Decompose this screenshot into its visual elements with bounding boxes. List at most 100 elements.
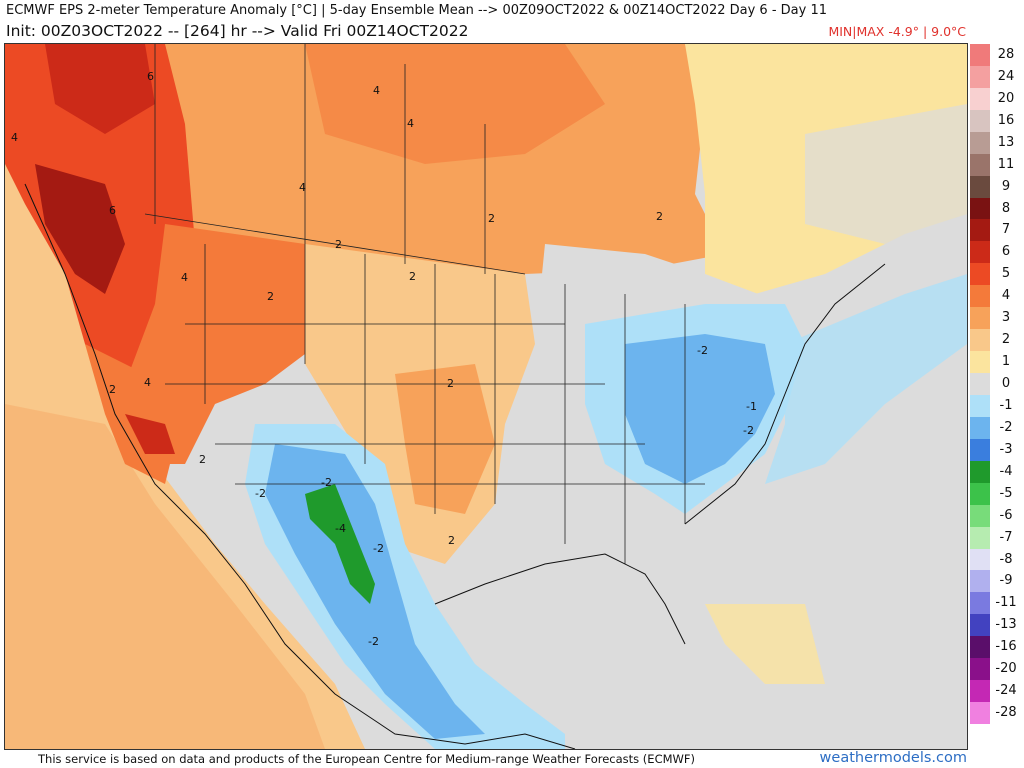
contour-label: 4 <box>144 376 151 389</box>
min-max-readout: MIN|MAX -4.9° | 9.0°C <box>828 24 966 39</box>
contour-label: 2 <box>488 212 495 225</box>
color-swatch <box>970 636 990 659</box>
color-scale-label: 20 <box>997 90 1015 106</box>
color-scale-label: 28 <box>997 47 1015 62</box>
color-scale-label: -3 <box>999 441 1013 457</box>
contour-label: 2 <box>409 270 416 283</box>
color-swatch <box>970 702 990 724</box>
gulf-coastline <box>434 553 686 645</box>
contour-label: 6 <box>147 70 154 83</box>
color-swatch <box>970 65 990 88</box>
political-borders <box>144 44 705 564</box>
color-swatch <box>970 307 990 330</box>
color-swatch <box>970 438 990 461</box>
color-swatch <box>970 87 990 110</box>
color-scale-label: -28 <box>995 705 1017 721</box>
color-scale-legend: 28 24 20 16 13 11 9 8 7 6 5 4 3 2 1 0 -1 -2 -3 -4 -5 -6 -7 -8 -9… <box>970 44 1020 724</box>
color-swatch <box>970 394 990 417</box>
color-swatch <box>970 460 990 483</box>
bc-hotspot <box>45 44 155 134</box>
contour-label: 2 <box>199 453 206 466</box>
color-scale-label: -5 <box>999 485 1013 501</box>
color-swatch <box>970 175 990 198</box>
pacific-warmer-patch <box>5 404 325 749</box>
mid-atlantic-cold <box>625 334 775 484</box>
color-scale-label: 11 <box>997 156 1015 172</box>
color-scale-label: 4 <box>1001 288 1011 304</box>
color-swatch <box>970 351 990 374</box>
canada-warmer-patch <box>305 44 605 164</box>
color-scale-label: -2 <box>999 419 1013 435</box>
color-swatch <box>970 504 990 527</box>
contour-label: 4 <box>407 117 414 130</box>
anomaly-map[interactable]: 6 4 4 4 4 6 2 2 2 4 2 2 4 2 2 2 -2 -2 -1… <box>4 43 968 750</box>
color-swatch <box>970 109 990 132</box>
color-scale-label: 13 <box>997 134 1015 150</box>
contour-label: -2 <box>743 424 754 437</box>
atlantic-coastline <box>684 263 886 525</box>
cascades-hotspot <box>35 164 125 294</box>
color-swatch <box>970 482 990 505</box>
contour-label: -2 <box>373 542 384 555</box>
color-scale-label: -24 <box>995 683 1017 699</box>
contour-label: 6 <box>109 204 116 217</box>
color-scale-label: 1 <box>1001 354 1011 370</box>
contour-labels: 6 4 4 4 4 6 2 2 2 4 2 2 4 2 2 2 -2 -2 -1… <box>11 70 757 648</box>
color-swatch <box>970 241 990 264</box>
color-scale-label: 24 <box>997 68 1015 84</box>
color-scale-label: 8 <box>1001 200 1011 216</box>
contour-label: 2 <box>109 383 116 396</box>
color-scale-label: -11 <box>995 595 1017 611</box>
contour-label: 4 <box>181 271 188 284</box>
color-scale-label: 3 <box>1001 310 1011 326</box>
contour-label: 4 <box>11 131 18 144</box>
contour-label: -2 <box>255 487 266 500</box>
contour-label: -2 <box>697 344 708 357</box>
color-scale-label: -7 <box>999 529 1013 545</box>
brand-link[interactable]: weathermodels.com <box>819 750 967 766</box>
contour-label: -4 <box>335 522 346 535</box>
color-swatch <box>970 680 990 703</box>
color-swatch <box>970 373 990 395</box>
color-scale-label: 2 <box>1001 332 1011 348</box>
color-swatch <box>970 592 990 615</box>
southern-plains-warm <box>395 364 495 514</box>
atlantic-cool-band <box>765 274 967 484</box>
california-hotspot <box>125 414 175 454</box>
contour-label: -1 <box>746 400 757 413</box>
color-swatch <box>970 219 990 242</box>
color-scale-label: -8 <box>999 551 1013 567</box>
contour-label: 2 <box>656 210 663 223</box>
color-swatch <box>970 526 990 549</box>
contour-label: -2 <box>321 476 332 489</box>
color-swatch <box>970 658 990 681</box>
color-swatch <box>970 329 990 352</box>
color-swatch <box>970 44 990 66</box>
contour-label: 2 <box>267 290 274 303</box>
color-scale-label: 6 <box>1001 244 1011 260</box>
ecmwf-disclaimer: This service is based on data and produc… <box>38 752 695 766</box>
contour-label: -2 <box>368 635 379 648</box>
color-scale-label: 16 <box>997 112 1015 128</box>
color-swatch <box>970 614 990 637</box>
pacific-coastline <box>24 183 576 749</box>
contour-label: 4 <box>299 181 306 194</box>
color-scale-label: -20 <box>995 661 1017 677</box>
contour-label: 2 <box>335 238 342 251</box>
color-swatch <box>970 263 990 286</box>
color-swatch <box>970 570 990 593</box>
color-swatch <box>970 197 990 220</box>
map-title: ECMWF EPS 2-meter Temperature Anomaly [°… <box>6 3 828 18</box>
color-scale-label: -16 <box>995 639 1017 655</box>
color-scale-label: 0 <box>1001 376 1011 392</box>
color-swatch <box>970 131 990 154</box>
color-scale-label: 7 <box>1001 222 1011 238</box>
color-scale-label: -9 <box>999 573 1013 589</box>
color-swatch <box>970 153 990 176</box>
contour-label: 2 <box>447 377 454 390</box>
color-scale-label: -4 <box>999 463 1013 479</box>
color-swatch <box>970 285 990 308</box>
map-canvas: 6 4 4 4 4 6 2 2 2 4 2 2 4 2 2 2 -2 -2 -1… <box>5 44 967 749</box>
contour-label: 4 <box>373 84 380 97</box>
color-scale-label: 9 <box>1001 178 1011 194</box>
